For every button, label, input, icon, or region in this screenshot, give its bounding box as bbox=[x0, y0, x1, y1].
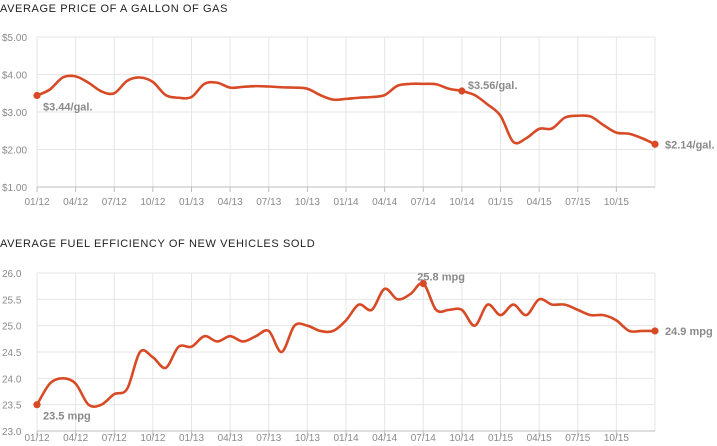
y-tick-label: 23.0 bbox=[2, 427, 22, 438]
y-tick-label: $3.00 bbox=[2, 108, 27, 119]
chart-title-gas-price: AVERAGE PRICE OF A GALLON OF GAS bbox=[0, 3, 229, 15]
x-tick-label: 07/13 bbox=[256, 433, 281, 444]
fuel-efficiency-chart: 23.0 23.5 24.0 24.5 25.0 25.5 26.0 01/12 04/12 07… bbox=[2, 269, 713, 444]
annotated-point bbox=[458, 87, 466, 95]
series-line bbox=[35, 74, 657, 146]
gas-price-chart: $1.00 $2.00 $3.00 $4.00 $5.00 01/12 04/12 07/12… bbox=[2, 33, 715, 208]
x-tick-label: 01/14 bbox=[333, 197, 358, 208]
x-tick-label: 04/15 bbox=[527, 433, 552, 444]
x-tick-label: 04/14 bbox=[372, 433, 397, 444]
y-tick-label: $5.00 bbox=[2, 33, 27, 44]
y-tick-label: 24.0 bbox=[2, 374, 22, 385]
annotated-point bbox=[419, 279, 427, 288]
point-label: 24.9 mpg bbox=[665, 326, 713, 338]
x-tick-label: 10/15 bbox=[604, 197, 629, 208]
x-tick-label: 10/14 bbox=[449, 197, 474, 208]
point-label: $2.14/gal. bbox=[665, 139, 715, 151]
y-tick-label: 25.5 bbox=[2, 295, 22, 306]
point-label: 23.5 mpg bbox=[43, 411, 91, 423]
x-tick-label: 04/12 bbox=[63, 197, 88, 208]
chart-title-fuel-efficiency: AVERAGE FUEL EFFICIENCY OF NEW VEHICLES … bbox=[0, 238, 316, 250]
y-tick-label: 26.0 bbox=[2, 269, 22, 280]
x-tick-label: 04/13 bbox=[218, 433, 243, 444]
x-tick-label: 07/15 bbox=[565, 433, 590, 444]
x-tick-label: 01/12 bbox=[24, 197, 49, 208]
y-tick-label: $1.00 bbox=[2, 183, 27, 194]
annotated-point bbox=[33, 91, 41, 100]
y-tick-label: $4.00 bbox=[2, 71, 27, 82]
x-tick-label: 10/13 bbox=[295, 197, 320, 208]
x-tick-label: 01/15 bbox=[488, 433, 513, 444]
x-tick-label: 07/14 bbox=[411, 197, 436, 208]
series-line bbox=[35, 281, 657, 408]
annotated-point bbox=[33, 401, 41, 409]
x-tick-label: 10/14 bbox=[449, 433, 474, 444]
x-tick-label: 04/15 bbox=[527, 197, 552, 208]
y-tick-label: $2.00 bbox=[2, 146, 27, 157]
x-tick-label: 01/12 bbox=[24, 433, 49, 444]
annotated-point bbox=[651, 140, 659, 148]
x-tick-label: 10/13 bbox=[295, 433, 320, 444]
x-tick-label: 01/13 bbox=[179, 197, 204, 208]
point-label: $3.56/gal. bbox=[468, 80, 518, 92]
x-tick-label: 04/13 bbox=[218, 197, 243, 208]
point-label: $3.44/gal. bbox=[43, 102, 93, 114]
x-tick-label: 01/14 bbox=[333, 433, 358, 444]
x-tick-label: 04/14 bbox=[372, 197, 397, 208]
x-tick-label: 01/13 bbox=[179, 433, 204, 444]
x-tick-label: 07/14 bbox=[411, 433, 436, 444]
annotated-point bbox=[651, 327, 659, 335]
x-tick-label: 07/13 bbox=[256, 197, 281, 208]
x-tick-label: 01/15 bbox=[488, 197, 513, 208]
x-tick-label: 07/12 bbox=[102, 433, 127, 444]
x-tick-label: 10/12 bbox=[140, 197, 165, 208]
point-label: 25.8 mpg bbox=[417, 272, 465, 284]
x-tick-label: 04/12 bbox=[63, 433, 88, 444]
x-tick-label: 07/15 bbox=[565, 197, 590, 208]
x-tick-label: 10/12 bbox=[140, 433, 165, 444]
x-tick-label: 10/15 bbox=[604, 433, 629, 444]
y-tick-label: 23.5 bbox=[2, 401, 22, 412]
y-tick-label: 24.5 bbox=[2, 348, 22, 359]
y-tick-label: 25.0 bbox=[2, 322, 22, 333]
x-tick-label: 07/12 bbox=[102, 197, 127, 208]
